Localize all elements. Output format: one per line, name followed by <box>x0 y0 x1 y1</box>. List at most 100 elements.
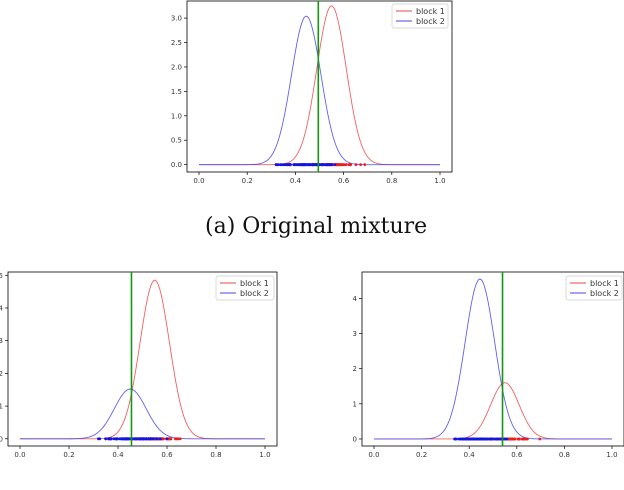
y-tick-label: 2 <box>0 370 3 378</box>
sample-point <box>145 437 148 441</box>
x-tick-label: 1.0 <box>606 451 617 459</box>
x-tick-label: 0.2 <box>242 177 253 185</box>
sample-point <box>517 437 521 441</box>
x-tick-label: 0.0 <box>14 451 25 459</box>
sample-point <box>478 437 482 441</box>
sample-point <box>288 163 292 167</box>
x-tick-label: 0.8 <box>559 451 570 459</box>
legend-label-1: block 1 <box>416 7 445 16</box>
sample-point <box>520 437 524 441</box>
y-tick-label: 1 <box>353 400 357 408</box>
sample-point <box>165 437 169 441</box>
sample-point <box>505 437 509 441</box>
y-tick-label: 3 <box>0 337 3 345</box>
plot-frame <box>186 0 453 173</box>
sample-point <box>178 437 182 441</box>
sample-point <box>359 163 363 167</box>
sample-point <box>490 437 494 441</box>
y-tick-label: 2.0 <box>171 63 182 71</box>
density-curve-2 <box>199 15 440 166</box>
sample-point <box>363 163 367 167</box>
sample-point <box>494 437 498 441</box>
sample-point <box>134 437 138 441</box>
sample-point <box>488 437 491 441</box>
x-tick-label: 0.2 <box>63 451 74 459</box>
y-tick-label: 1.5 <box>171 88 182 96</box>
y-tick-label: 4 <box>0 304 4 312</box>
x-tick-label: 0.6 <box>338 177 350 185</box>
sample-point <box>469 437 473 441</box>
density-curve-2 <box>374 278 612 440</box>
legend-box <box>391 3 449 29</box>
sample-point <box>509 437 513 441</box>
x-tick-label: 0.0 <box>193 177 204 185</box>
sample-point <box>139 437 143 441</box>
x-tick-label: 0.0 <box>368 451 379 459</box>
sample-point <box>344 163 348 167</box>
sample-point <box>513 437 517 441</box>
plot-frame <box>361 271 624 447</box>
sample-point <box>496 437 500 441</box>
sample-point <box>464 437 468 441</box>
sample-point <box>114 437 118 441</box>
sample-point <box>320 163 324 167</box>
sample-point <box>118 437 122 441</box>
legend-label-2: block 2 <box>590 289 619 298</box>
sample-point <box>173 437 177 441</box>
sample-point <box>155 437 158 441</box>
chart-panel-1: 0.0 0.2 0.4 0.6 0.8 1.0 0.0 0.5 1.0 1.5 2.0 2.5 3.0 b… <box>171 0 453 185</box>
x-tick-label: 0.4 <box>464 451 476 459</box>
sample-point <box>340 163 344 167</box>
density-curve-2 <box>20 388 265 440</box>
y-tick-label: 2 <box>353 365 357 373</box>
y-tick-label: 1.0 <box>171 112 182 120</box>
x-tick-label: 0.8 <box>386 177 397 185</box>
sample-point <box>311 163 315 167</box>
figure-caption: (a) Original mixture <box>205 214 428 239</box>
legend-label-1: block 1 <box>240 279 269 288</box>
sample-point <box>285 163 289 167</box>
legend-label-2: block 2 <box>416 17 445 26</box>
legend-box <box>215 275 275 301</box>
x-tick-label: 0.6 <box>511 451 523 459</box>
x-tick-label: 0.6 <box>161 451 173 459</box>
x-tick-label: 0.2 <box>416 451 427 459</box>
sample-point <box>354 163 358 167</box>
sample-point <box>349 163 352 167</box>
sample-point <box>126 437 130 441</box>
y-tick-label: 5 <box>0 272 3 280</box>
x-tick-label: 1.0 <box>259 451 270 459</box>
x-tick-label: 0.4 <box>290 177 302 185</box>
sample-point <box>308 163 312 167</box>
y-tick-label: 1 <box>0 403 3 411</box>
y-tick-label: 0 <box>0 435 3 443</box>
sample-point <box>158 437 162 441</box>
sample-point <box>109 437 113 441</box>
sample-point <box>120 437 124 441</box>
sample-point <box>481 437 485 441</box>
sample-point <box>278 163 282 167</box>
sample-point <box>476 437 480 441</box>
y-tick-label: 4 <box>353 295 358 303</box>
sample-point <box>149 437 153 441</box>
sample-point <box>328 163 332 167</box>
sample-point <box>305 163 308 167</box>
y-tick-label: 3.0 <box>171 15 182 23</box>
sample-point <box>462 437 465 441</box>
legend-label-1: block 1 <box>590 279 619 288</box>
y-tick-label: 0 <box>353 435 357 443</box>
y-tick-label: 0.5 <box>171 137 182 145</box>
y-tick-label: 2.5 <box>171 39 182 47</box>
sample-point <box>104 437 107 441</box>
sample-point <box>98 437 102 441</box>
sample-point <box>338 163 341 167</box>
sample-point <box>313 163 317 167</box>
sample-point <box>274 163 278 167</box>
x-tick-label: 0.8 <box>210 451 221 459</box>
